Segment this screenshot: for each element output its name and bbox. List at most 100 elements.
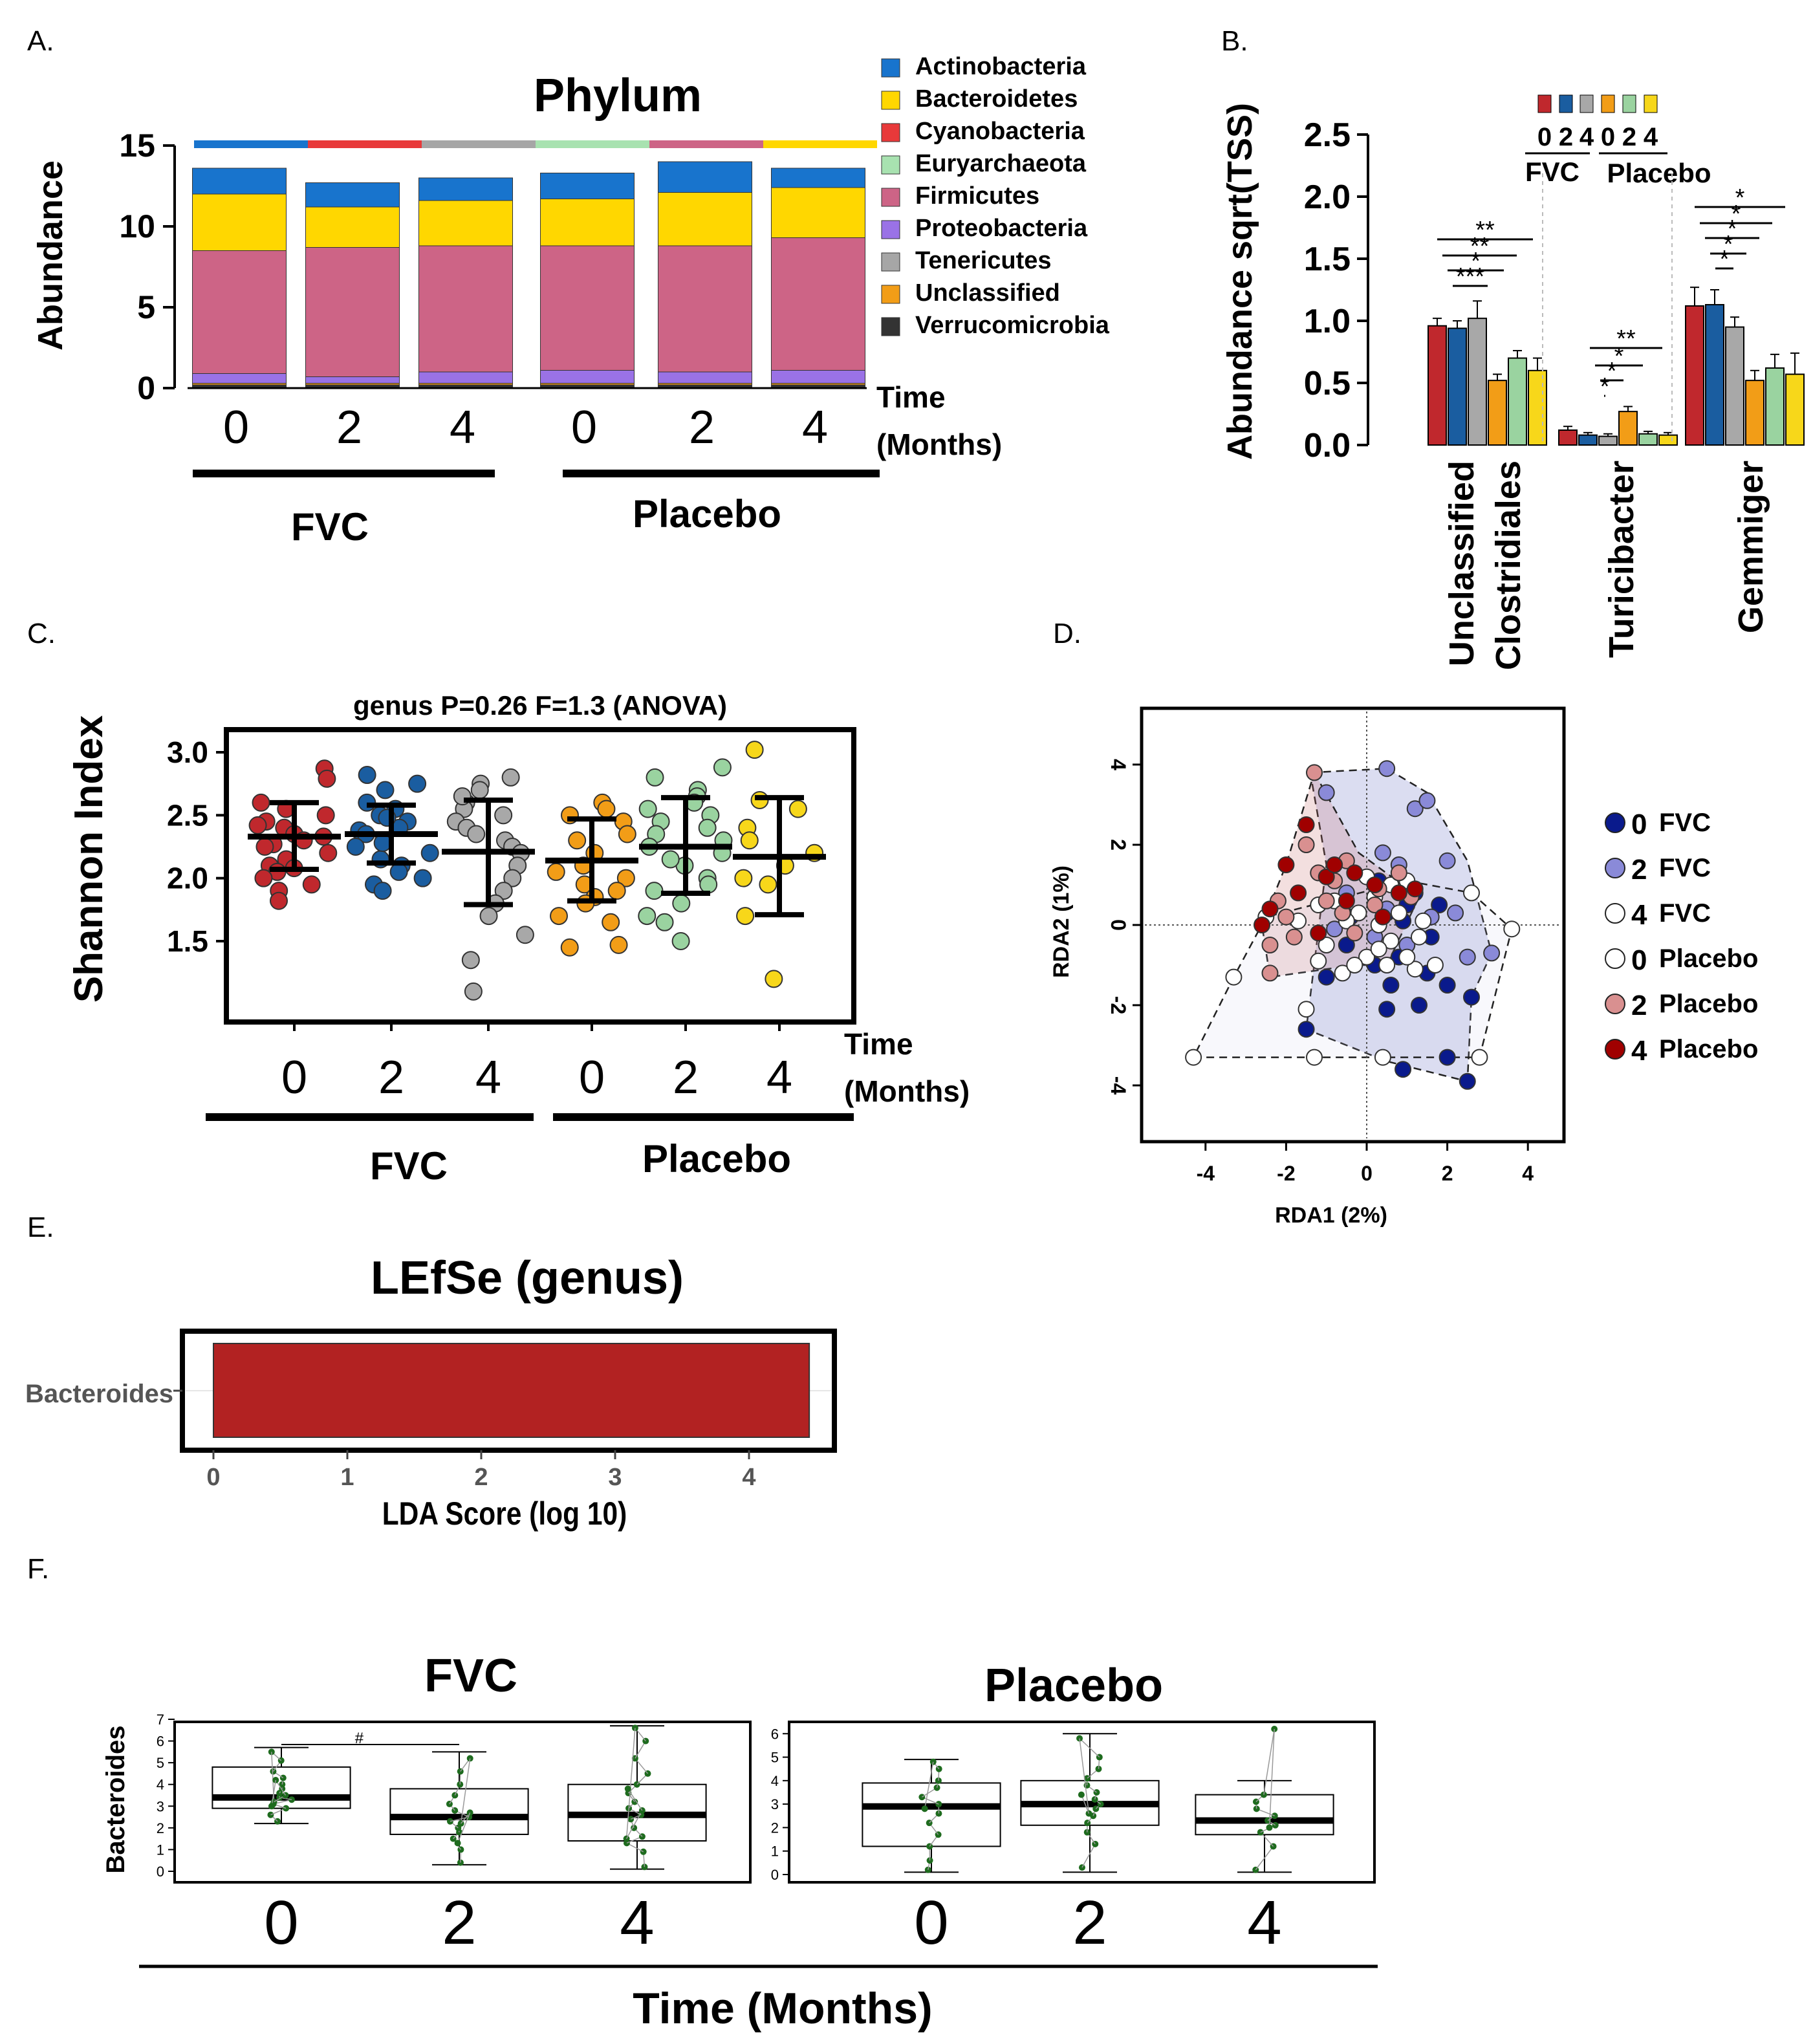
shannon-point <box>464 982 483 1001</box>
shannon-point <box>672 894 691 913</box>
rda-point <box>1346 957 1363 973</box>
bacteroides-axis-label: Bacteroides <box>102 1726 130 1874</box>
rda-point <box>1290 884 1307 902</box>
placebo-box-title: Placebo <box>984 1660 1163 1712</box>
shannon-y-tick-label: 2.0 <box>167 862 208 895</box>
phylum-stacked-bar-segment <box>540 199 635 246</box>
rda-point <box>1318 868 1335 886</box>
genus-category-label: Unclassified <box>1442 461 1481 666</box>
rda-point <box>1471 1049 1488 1066</box>
shannon-point <box>568 831 587 850</box>
panel-label-f: F. <box>27 1553 49 1585</box>
genus-bar <box>1558 429 1578 446</box>
phylum-top-strip-segment <box>422 140 536 148</box>
rda-point <box>1374 844 1391 862</box>
genus-bar <box>1468 318 1487 446</box>
genus-y-tick-label: 1.5 <box>1304 241 1351 278</box>
genus-significance-stars: * <box>1720 246 1730 273</box>
shannon-point <box>645 882 664 900</box>
genus-legend-number: 0 <box>1537 123 1552 151</box>
genus-significance-stars: * <box>1471 248 1481 275</box>
shannon-point <box>788 799 807 818</box>
rda-point <box>1426 957 1444 973</box>
rda-legend-marker <box>1605 903 1625 924</box>
phylum-stacked-bar-segment <box>771 168 865 188</box>
rda-point <box>1390 864 1407 882</box>
shannon-title: genus P=0.26 F=1.3 (ANOVA) <box>353 690 727 721</box>
lefse-x-tick-label: 3 <box>608 1464 622 1491</box>
shannon-point <box>346 838 365 856</box>
rda-x-tick-label: 0 <box>1361 1162 1373 1185</box>
shannon-plot-frame <box>224 727 856 1025</box>
rda-y-tick-label: -2 <box>1107 996 1130 1014</box>
shannon-point <box>467 825 486 843</box>
phylum-stacked-bar-segment <box>418 371 513 384</box>
shannon-point <box>373 834 392 853</box>
rda-legend-number: 0 <box>1631 809 1647 840</box>
rda-legend-number: 4 <box>1631 1035 1647 1067</box>
fvc-group-label: FVC <box>291 505 369 549</box>
phylum-stacked-bar-segment <box>418 200 513 246</box>
phylum-legend-label: Verrucomicrobia <box>915 312 1110 339</box>
phylum-stacked-bar-segment <box>305 206 400 248</box>
shannon-point <box>698 818 717 837</box>
rda-point <box>1459 948 1476 966</box>
rda-legend-label: Placebo <box>1659 944 1758 973</box>
phylum-y-tick-label: 15 <box>119 127 155 164</box>
phylum-stacked-bar-segment <box>418 177 513 201</box>
phylum-legend-swatch <box>881 155 900 175</box>
rda-point <box>1410 928 1428 946</box>
rda-legend-label: Placebo <box>1659 1035 1758 1063</box>
rda-y-tick-label: 2 <box>1107 839 1130 851</box>
phylum-stacked-bar-segment <box>771 187 865 238</box>
rda-point <box>1462 988 1480 1006</box>
shannon-point <box>494 806 513 825</box>
phylum-legend-swatch <box>881 123 900 142</box>
rda-point <box>1297 1021 1315 1038</box>
genus-legend-swatch <box>1537 94 1552 113</box>
phylum-legend-swatch <box>881 58 900 78</box>
box-y-tick-label: 2 <box>771 1820 779 1836</box>
rda-point <box>1447 904 1464 922</box>
genus-y-tick-label: 1.0 <box>1304 303 1351 340</box>
shannon-point <box>699 875 718 894</box>
rda-point <box>1346 864 1363 882</box>
shannon-y-tick-label: 3.0 <box>167 735 208 769</box>
rda-point <box>1374 1049 1391 1066</box>
panel-c-shannon-chart: genus P=0.26 F=1.3 (ANOVA) Shannon Index… <box>67 690 970 1188</box>
phylum-legend-label: Bacteroidetes <box>915 85 1078 113</box>
shannon-x-tick-label: 2 <box>378 1052 404 1104</box>
genus-bar <box>1528 369 1547 446</box>
phylum-legend-label: Proteobacteria <box>915 215 1088 242</box>
box-y-tick-label: 4 <box>771 1773 779 1789</box>
rda-point <box>1310 952 1327 970</box>
genus-significance-stars: *** <box>1456 263 1485 290</box>
abundance-axis-label: Abundance <box>31 160 70 351</box>
rda-legend-number: 0 <box>1631 944 1647 976</box>
genus-bar <box>1745 380 1764 446</box>
genus-significance-stars: * <box>1728 215 1737 243</box>
phylum-stacked-bar-segment <box>771 370 865 384</box>
genus-legend-swatch <box>1622 94 1636 113</box>
genus-legend-number: 2 <box>1622 123 1636 151</box>
box-y-tick-label: 2 <box>157 1820 164 1836</box>
rda-legend-number: 2 <box>1631 854 1647 886</box>
rda-point <box>1261 964 1279 982</box>
shannon-x-tick-label: 2 <box>673 1052 699 1104</box>
box-y-tick-label: 3 <box>771 1796 779 1812</box>
rda-x-tick-label: -4 <box>1197 1162 1215 1185</box>
rda-point <box>1261 900 1279 918</box>
rda2-axis-label: RDA2 (1%) <box>1049 865 1074 978</box>
box-point-link <box>1081 1794 1090 1814</box>
shannon-point <box>319 843 338 862</box>
shannon-point <box>765 970 783 988</box>
genus-y-tick-label: 2.5 <box>1304 116 1351 154</box>
rda-point <box>1326 920 1343 938</box>
phylum-stacked-bar-segment <box>540 173 635 199</box>
box-y-tick-label: 6 <box>157 1734 164 1750</box>
shannon-point <box>470 781 489 799</box>
box-point-link <box>1263 1728 1275 1795</box>
box-y-tick-label: 0 <box>157 1864 164 1880</box>
shannon-placebo-label: Placebo <box>642 1137 791 1180</box>
